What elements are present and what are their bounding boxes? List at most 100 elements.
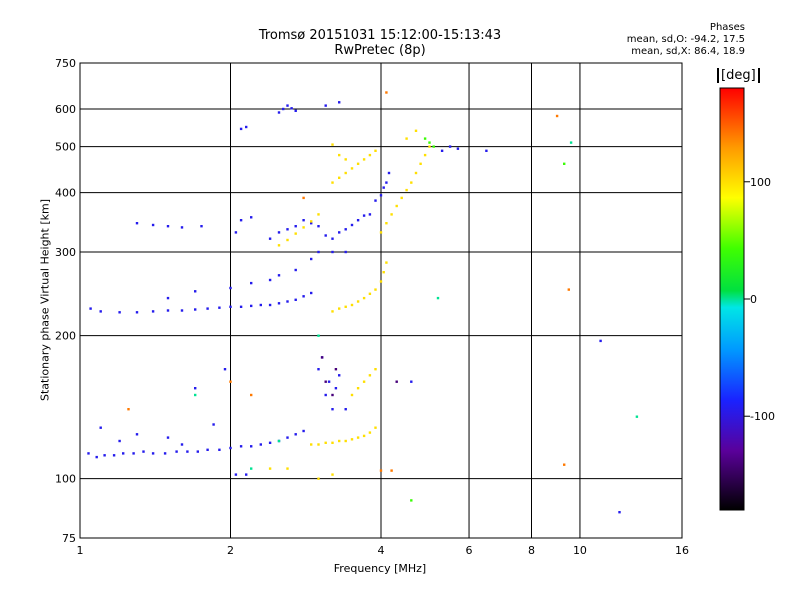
data-point [268, 278, 272, 282]
data-point [294, 109, 297, 112]
data-point [324, 393, 327, 397]
data-point [448, 145, 452, 148]
data-point [385, 181, 388, 184]
data-point [317, 477, 320, 480]
data-point [324, 234, 327, 237]
data-point [440, 149, 444, 152]
data-point [239, 445, 243, 448]
data-point [350, 223, 354, 227]
data-point [286, 228, 289, 231]
data-point [368, 431, 372, 434]
colorbar-tick-label: -100 [750, 410, 775, 423]
data-point [395, 380, 398, 383]
y-tick-label: 750 [55, 57, 76, 70]
data-point [344, 408, 347, 411]
data-point [320, 356, 324, 359]
data-point [334, 368, 338, 371]
stats-x-line: mean, sd,X: 86.4, 18.9 [631, 46, 745, 57]
data-point [142, 450, 145, 453]
data-point [334, 387, 338, 390]
data-point [382, 186, 385, 189]
data-point [89, 307, 92, 310]
data-point [344, 228, 347, 231]
data-point [250, 216, 253, 219]
colorbar-ticks: 100 0 -100 [744, 176, 775, 423]
plot-frame [79, 62, 683, 539]
data-point [234, 473, 238, 476]
data-point [302, 226, 305, 229]
data-point [362, 434, 366, 438]
data-point [327, 380, 331, 383]
data-point [87, 452, 90, 455]
colorbar-tick-label: 0 [750, 293, 757, 306]
data-point [423, 137, 427, 140]
data-point [374, 149, 377, 152]
data-point [356, 387, 360, 390]
data-point [344, 305, 347, 308]
data-point [166, 436, 170, 439]
data-point [95, 455, 98, 459]
data-point [331, 237, 334, 240]
data-point [618, 511, 621, 514]
x-tick-label: 2 [227, 544, 234, 557]
data-point [302, 219, 305, 222]
stats-o-line: mean, sd,O: -94.2, 17.5 [626, 34, 745, 45]
data-point [229, 380, 232, 383]
data-point [175, 450, 178, 453]
data-point [395, 204, 398, 208]
data-point [436, 296, 440, 300]
data-point [390, 213, 393, 216]
data-point [277, 244, 281, 247]
data-point [151, 310, 155, 313]
data-point [223, 368, 227, 371]
data-point [112, 454, 116, 457]
data-point [302, 196, 305, 200]
data-point [151, 452, 155, 455]
data-point [331, 393, 334, 397]
data-point [218, 448, 221, 451]
data-point [239, 219, 243, 222]
data-point [387, 171, 391, 175]
data-point [379, 194, 383, 197]
data-point [331, 181, 334, 184]
data-point [356, 300, 360, 303]
data-point [239, 127, 243, 131]
data-point [317, 368, 320, 371]
y-tick-label: 500 [55, 141, 76, 154]
data-point [277, 231, 281, 234]
data-point [218, 306, 221, 309]
data-point [118, 311, 121, 314]
data-point [259, 443, 262, 446]
data-point [277, 302, 281, 305]
data-point [344, 439, 347, 443]
data-point [338, 153, 341, 157]
data-point [362, 158, 366, 161]
data-point [635, 415, 639, 418]
data-point [428, 145, 431, 148]
y-tick-label: 600 [55, 103, 76, 116]
data-point [239, 305, 243, 308]
data-point [194, 308, 197, 311]
y-tick-label: 75 [62, 532, 76, 545]
data-point [362, 214, 366, 217]
data-point [338, 307, 341, 310]
data-point [163, 452, 167, 455]
data-point [485, 149, 488, 152]
data-point [234, 231, 238, 234]
data-point [206, 448, 209, 451]
data-point [338, 101, 341, 104]
data-point [229, 286, 232, 290]
data-point [356, 219, 360, 222]
data-point [132, 452, 135, 455]
data-point [180, 226, 184, 229]
data-point [362, 296, 366, 300]
data-point [555, 114, 559, 118]
data-point [331, 408, 334, 411]
data-point [405, 137, 408, 140]
data-point [259, 303, 262, 307]
x-tick-label: 8 [528, 544, 535, 557]
data-point [310, 220, 313, 223]
chart-subtitle: RwPretec (8p) [334, 43, 426, 58]
data-point [282, 107, 285, 111]
